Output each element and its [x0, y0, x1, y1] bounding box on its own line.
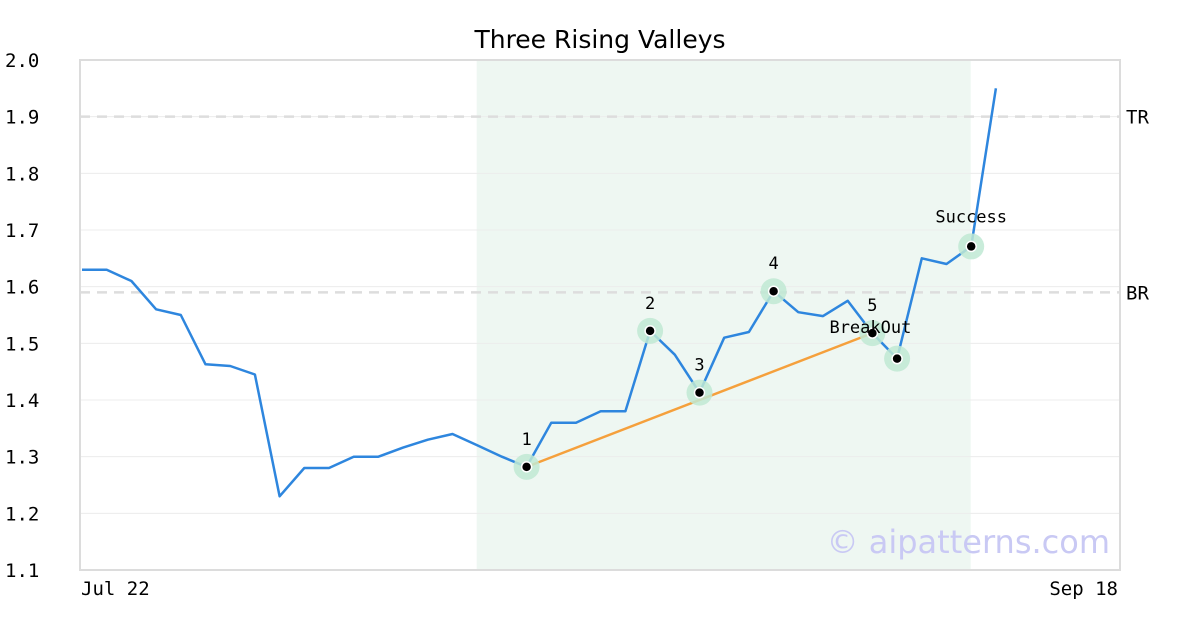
y-tick-label: 1.3: [5, 447, 39, 469]
point-label: 1: [521, 430, 531, 450]
chart-title: Three Rising Valleys: [473, 25, 725, 54]
reference-label: BR: [1126, 282, 1149, 304]
price-series-line: [82, 88, 998, 498]
y-tick-label: 1.7: [5, 220, 39, 242]
x-axis-ticks: Jul 22 Sep 18: [81, 578, 1118, 600]
point-marker: [767, 285, 780, 297]
x-tick-label: Jul 22: [81, 578, 150, 600]
point-marker: [965, 240, 977, 253]
point-marker: [520, 461, 533, 473]
annotations: BreakOut Success: [829, 207, 1007, 338]
y-tick-label: 1.8: [5, 163, 39, 185]
y-tick-label: 1.4: [5, 390, 39, 412]
x-tick-label: Sep 18: [1049, 578, 1118, 600]
annotation-label: Success: [935, 207, 1007, 227]
point-label: 4: [768, 254, 778, 274]
y-axis-ticks: 1.1 1.2 1.3 1.4 1.5 1.6 1.7 1.8 1.9 2.0: [5, 50, 39, 582]
reference-lines: TR BR: [80, 107, 1149, 304]
pattern-points: 1 2 3 4 5: [513, 233, 985, 480]
y-tick-label: 2.0: [5, 50, 39, 72]
point-label: 2: [645, 294, 655, 314]
y-tick-label: 1.5: [5, 333, 39, 355]
point-label: 3: [694, 356, 704, 376]
point-marker: [644, 325, 656, 337]
plot-frame: [79, 59, 1121, 571]
y-tick-label: 1.9: [5, 107, 39, 129]
annotation-label: BreakOut: [829, 318, 911, 338]
y-tick-label: 1.1: [5, 560, 39, 582]
watermark: © aipatterns.com: [827, 523, 1110, 561]
point-marker: [866, 327, 879, 339]
y-tick-label: 1.6: [5, 277, 39, 299]
point-label: 5: [867, 296, 877, 316]
y-tick-label: 1.2: [5, 503, 39, 525]
highlight-region: [476, 60, 971, 570]
point-marker: [891, 352, 903, 365]
point-marker: [693, 386, 706, 399]
reference-label: TR: [1126, 107, 1149, 129]
